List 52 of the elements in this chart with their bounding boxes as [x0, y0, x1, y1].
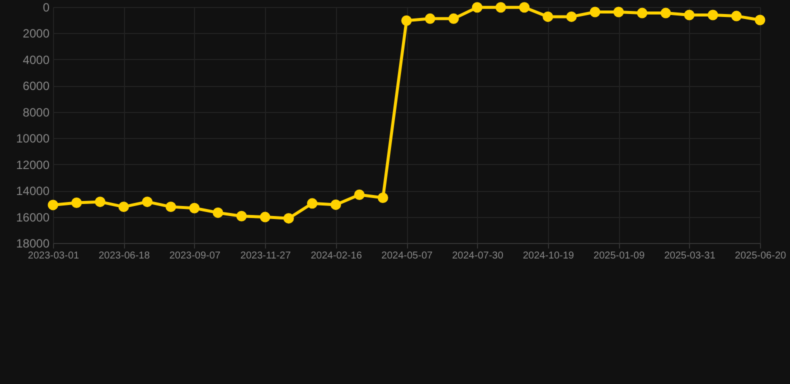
point [496, 2, 506, 13]
y-tick-label: 8000 [22, 105, 50, 120]
x-tick-label: 2024-02-16 [310, 250, 362, 262]
point [472, 2, 482, 13]
point [212, 207, 224, 218]
x-tick-label: 2023-09-07 [169, 250, 221, 262]
x-tick-label: 2025-01-09 [594, 250, 646, 262]
point [94, 196, 106, 208]
point [590, 6, 600, 18]
y-tick-label: 2000 [22, 26, 50, 41]
x-tick-label: 2025-06-20 [734, 250, 787, 262]
point [71, 198, 82, 208]
x-tick-label: 2023-03-01 [28, 250, 80, 262]
y-tick-label: 12000 [16, 158, 50, 172]
point [566, 11, 577, 22]
point [731, 10, 742, 22]
point [613, 6, 624, 18]
point [189, 202, 200, 214]
y-tick-label: 14000 [16, 184, 50, 198]
y-tick-label: 16000 [16, 210, 50, 224]
point [519, 2, 530, 13]
y-tick-label: 4000 [22, 52, 50, 67]
point [306, 198, 318, 209]
point [354, 190, 365, 200]
point [166, 202, 176, 212]
point [330, 199, 342, 210]
point [424, 13, 436, 24]
point [636, 8, 648, 18]
x-tick-label: 2024-05-07 [381, 250, 434, 262]
y-tick-label: 18000 [16, 236, 50, 250]
point [448, 13, 459, 24]
point [118, 202, 129, 212]
x-tick-label: 2023-06-18 [98, 250, 150, 262]
point [378, 192, 388, 203]
point [401, 15, 412, 26]
x-tick-label: 2025-03-31 [664, 250, 716, 262]
point [142, 196, 153, 208]
point [48, 200, 58, 210]
point [684, 10, 695, 20]
y-tick-label: 10000 [16, 132, 50, 146]
x-tick-label: 2023-11-27 [240, 250, 292, 262]
x-tick-label: 2024-10-19 [522, 250, 574, 262]
point [542, 11, 554, 22]
point [660, 8, 671, 18]
point [236, 210, 247, 222]
point [708, 10, 718, 20]
point [754, 14, 766, 26]
point [283, 213, 294, 224]
point [260, 212, 270, 222]
x-tick-label: 2024-07-30 [452, 250, 504, 262]
y-tick-label: 6000 [22, 79, 50, 94]
y-tick-label: 0 [42, 0, 50, 14]
